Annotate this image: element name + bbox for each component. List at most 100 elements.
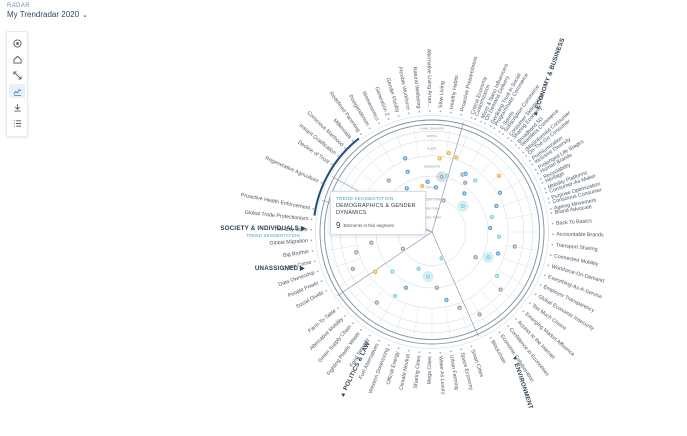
- sector-society-subtitle: TREND SEGMENTATION: [246, 233, 300, 238]
- trend-dot-center: [391, 270, 394, 273]
- trend-tick: [547, 197, 550, 200]
- trend-dot-center: [474, 256, 477, 259]
- list-icon[interactable]: [9, 116, 25, 130]
- trend-dot-center: [464, 181, 466, 184]
- trend-tick: [320, 181, 323, 184]
- trend-label[interactable]: Urban Farming: [448, 354, 459, 390]
- sector-economy-business[interactable]: ▲ ECONOMY & BUSINESS: [531, 37, 566, 118]
- trend-dot-center: [478, 313, 481, 316]
- segment-line: [338, 269, 367, 286]
- trend-tick: [549, 254, 552, 256]
- trend-dot-center: [406, 170, 409, 173]
- trend-dot-center: [497, 252, 499, 255]
- radar-selector[interactable]: My Trendradar 2020 ⌄: [7, 10, 88, 19]
- trend-dot-center: [352, 268, 354, 270]
- trend-tick: [310, 239, 313, 242]
- trend-label[interactable]: Global Migration: [269, 238, 308, 247]
- trend-dot-center: [404, 157, 406, 160]
- trend-label[interactable]: Space Economy: [459, 352, 474, 391]
- trend-tick: [460, 113, 463, 116]
- trend-tick: [498, 130, 501, 133]
- trend-tick: [387, 118, 390, 120]
- segment-line: [326, 245, 358, 251]
- trend-label[interactable]: Brand Advocate: [554, 204, 592, 216]
- trend-dot-center: [435, 186, 437, 189]
- trend-label[interactable]: Alternative Living Arran...: [425, 49, 432, 108]
- trend-dot-center: [388, 179, 390, 182]
- segment-line: [506, 245, 538, 251]
- trend-tick: [522, 151, 525, 154]
- trend-label[interactable]: Big Brother: [283, 249, 310, 259]
- ring-label: GAME CHANGER: [420, 126, 446, 130]
- trend-tick: [539, 178, 542, 180]
- target-icon[interactable]: [9, 36, 25, 50]
- trend-dot-center: [498, 235, 500, 238]
- trend-label[interactable]: Proactive Health Enforcement: [240, 192, 311, 211]
- sector-divider: [431, 231, 479, 337]
- trend-dot-center: [440, 176, 443, 178]
- trend-tick: [474, 118, 477, 120]
- segment-line: [445, 306, 451, 338]
- segment-line: [497, 269, 526, 286]
- tooltip-count-row: 9 Elements in this segment: [336, 221, 394, 230]
- ring-label: IMMEDIATE: [424, 164, 440, 168]
- trend-dot-center: [402, 248, 404, 250]
- tooltip-subtitle: TREND SEGMENTATION: [336, 196, 394, 201]
- sector-society-individuals[interactable]: SOCIETY & INDIVIDUALS ▶: [220, 225, 306, 232]
- trend-dot-center: [455, 156, 458, 159]
- trend-label[interactable]: The City State: [274, 227, 308, 234]
- chart-icon[interactable]: [9, 84, 25, 98]
- trend-tick: [320, 280, 323, 283]
- trend-dot-center: [463, 192, 466, 195]
- trend-label[interactable]: Slow Living: [438, 81, 446, 108]
- ring-label-inner: LONG-TERM: [423, 216, 442, 220]
- trend-tick: [480, 120, 483, 123]
- trend-tick: [515, 318, 517, 320]
- trend-tick: [507, 137, 510, 139]
- trend-tick: [545, 191, 548, 194]
- trend-label[interactable]: Healthy Habits: [449, 74, 460, 109]
- trend-label[interactable]: Regenerative Agriculture: [264, 155, 319, 184]
- sector-unassigned[interactable]: UNASSIGNED ▶: [255, 265, 305, 272]
- radar-ring: [319, 119, 545, 345]
- trend-tick: [313, 260, 316, 263]
- download-icon[interactable]: [9, 100, 25, 114]
- segment-line: [395, 130, 407, 161]
- trend-tick: [439, 351, 442, 354]
- trend-tick: [351, 322, 354, 325]
- trend-tick: [531, 163, 534, 166]
- trend-tick: [378, 339, 380, 342]
- trend-label[interactable]: Sharing Cities: [413, 355, 422, 389]
- trend-label[interactable]: Back To Basics: [556, 218, 593, 227]
- trend-dot-center: [426, 180, 429, 183]
- trend-tick: [544, 274, 546, 277]
- trend-tick: [489, 336, 492, 339]
- ring-label: WATCH: [427, 134, 438, 138]
- trend-dot-center: [440, 257, 443, 260]
- trend-label[interactable]: Global Trade Protectionism: [244, 210, 309, 223]
- trend-dot-center: [427, 275, 429, 278]
- trend-dot-center: [442, 199, 445, 202]
- trend-tick: [534, 293, 537, 296]
- trend-tick: [548, 201, 551, 204]
- trend-label[interactable]: Accountable Brands: [556, 232, 604, 239]
- segment-tooltip: TREND SEGMENTATION DEMOGRAPHICS & GENDER…: [330, 191, 426, 235]
- trend-label[interactable]: Climate Neutral: [399, 354, 412, 391]
- trend-dot-center: [487, 256, 490, 258]
- tooltip-title: DEMOGRAPHICS & GENDER DYNAMICS: [336, 203, 416, 216]
- trend-dot-center: [405, 287, 407, 289]
- segment-line: [490, 162, 515, 184]
- trend-label[interactable]: Natural Wellbeing: [411, 67, 421, 109]
- chevron-down-icon[interactable]: ⌄: [82, 11, 88, 19]
- trend-tick: [547, 264, 550, 267]
- trend-label[interactable]: Mega Cities: [427, 356, 433, 384]
- home-icon[interactable]: [9, 52, 25, 66]
- segment-line: [457, 130, 469, 161]
- trend-label[interactable]: Smart Cities: [469, 349, 484, 379]
- expand-icon[interactable]: [9, 68, 25, 82]
- trend-label[interactable]: Water As Luxury: [437, 356, 446, 395]
- trend-tick: [551, 222, 554, 225]
- trend-label[interactable]: Transport Sharing: [555, 242, 598, 252]
- trend-tick: [528, 160, 531, 162]
